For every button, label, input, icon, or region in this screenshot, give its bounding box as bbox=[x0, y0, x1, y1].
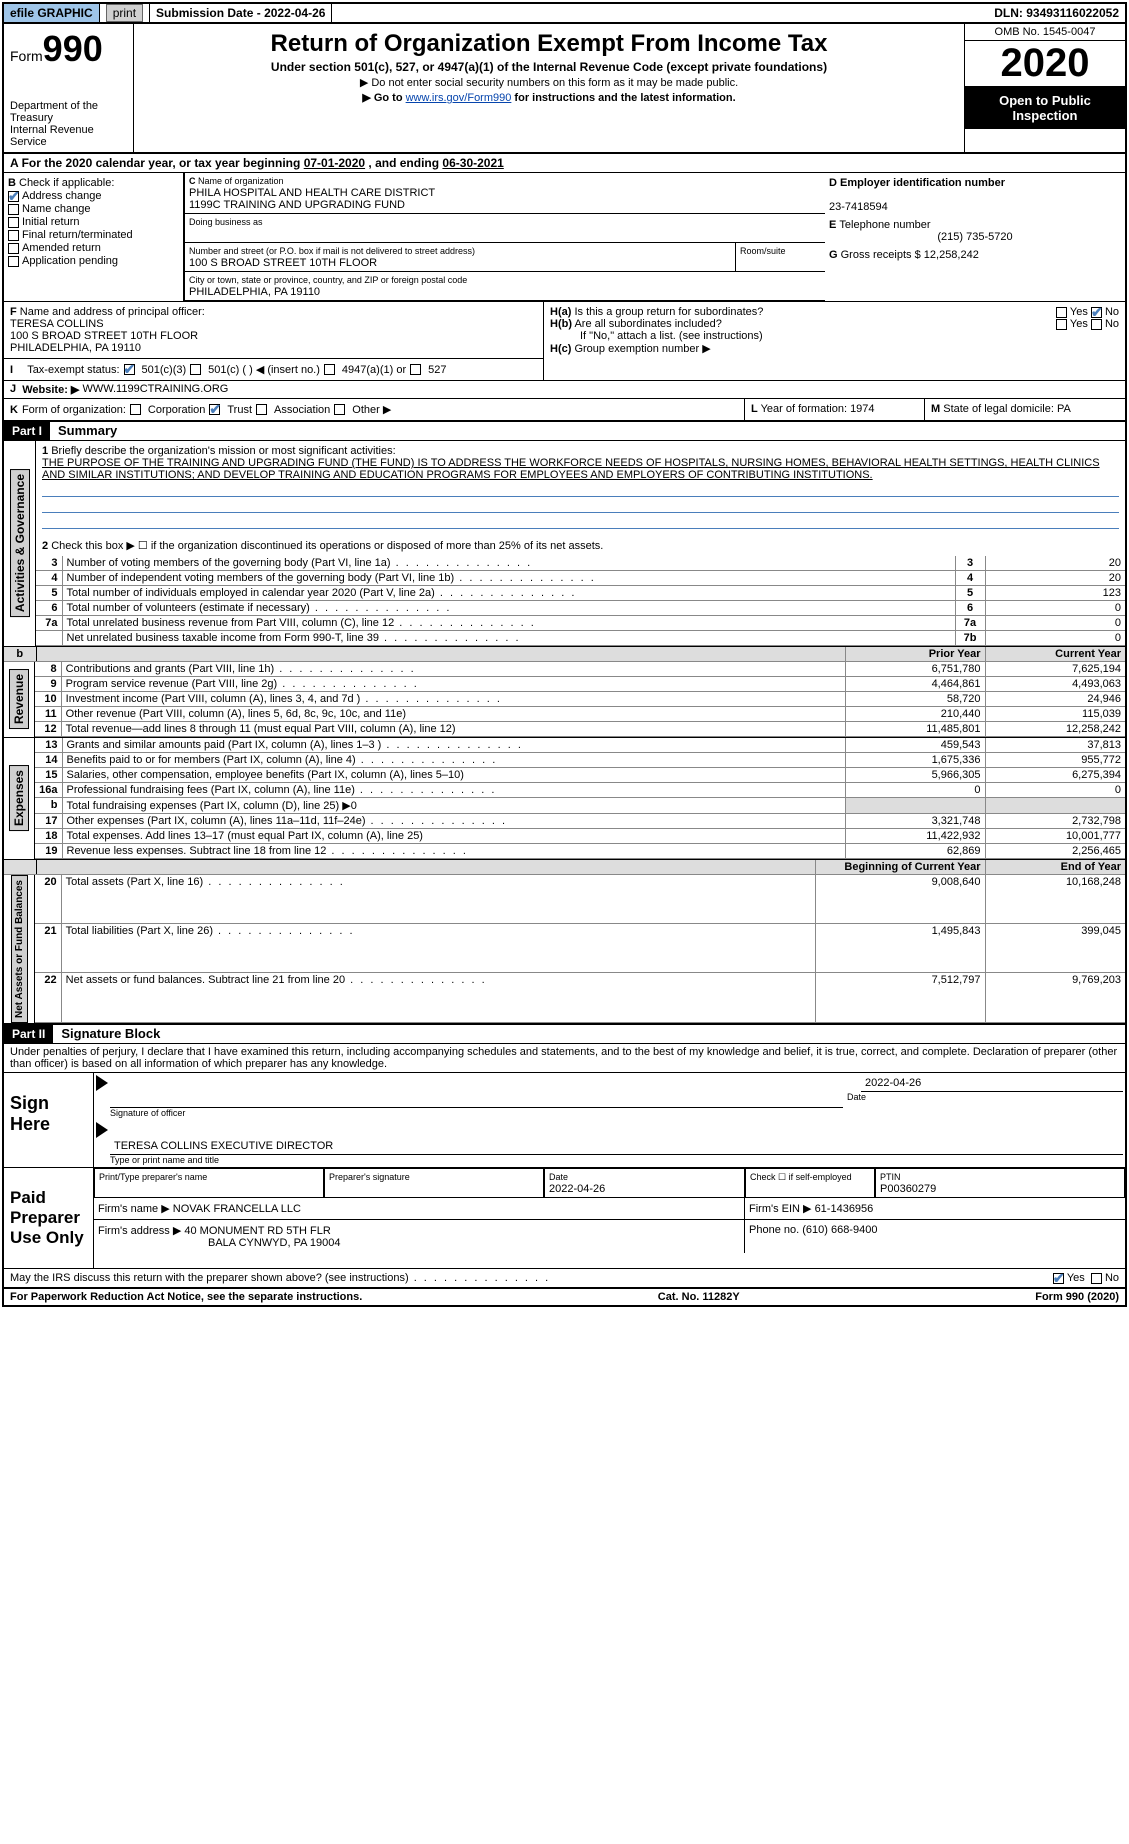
submission-date: Submission Date - 2022-04-26 bbox=[150, 4, 332, 22]
part2-header: Part IISignature Block bbox=[4, 1024, 1125, 1044]
ssn-warning: ▶ Do not enter social security numbers o… bbox=[140, 76, 958, 89]
chk-discuss-yes[interactable] bbox=[1053, 1273, 1064, 1284]
section-k-l-m: K Form of organization: Corporation Trus… bbox=[4, 399, 1125, 421]
chk-527[interactable] bbox=[410, 364, 421, 375]
vtab-revenue: Revenue bbox=[9, 669, 29, 729]
vtab-governance: Activities & Governance bbox=[10, 469, 30, 617]
chk-application-pending[interactable]: Application pending bbox=[8, 255, 179, 267]
form-subtitle: Under section 501(c), 527, or 4947(a)(1)… bbox=[140, 60, 958, 74]
footer: For Paperwork Reduction Act Notice, see … bbox=[4, 1288, 1125, 1305]
chk-other[interactable] bbox=[334, 404, 345, 415]
chk-name-change[interactable]: Name change bbox=[8, 203, 179, 215]
form-title: Return of Organization Exempt From Incom… bbox=[140, 30, 958, 58]
dept-treasury: Department of the Treasury Internal Reve… bbox=[10, 100, 127, 148]
form-number: 990 bbox=[43, 28, 103, 69]
revenue-table: 8Contributions and grants (Part VIII, li… bbox=[35, 662, 1125, 737]
tax-year: 2020 bbox=[965, 41, 1125, 87]
section-b-checkboxes: B Check if applicable: Address change Na… bbox=[4, 173, 184, 301]
form-label: Form bbox=[10, 48, 43, 64]
entity-block: B Check if applicable: Address change Na… bbox=[4, 173, 1125, 302]
section-c-org: C Name of organization PHILA HOSPITAL AN… bbox=[184, 173, 825, 301]
vtab-expenses: Expenses bbox=[9, 765, 29, 831]
section-d-e-g: D Employer identification number23-74185… bbox=[825, 173, 1125, 301]
activities-governance: Activities & Governance 1 Briefly descri… bbox=[4, 441, 1125, 647]
chk-address-change[interactable]: Address change bbox=[8, 190, 179, 202]
discuss-row: May the IRS discuss this return with the… bbox=[4, 1269, 1125, 1288]
governance-table: 3Number of voting members of the governi… bbox=[36, 556, 1125, 646]
form-990-page: efile GRAPHIC print Submission Date - 20… bbox=[2, 2, 1127, 1307]
penalty-statement: Under penalties of perjury, I declare th… bbox=[4, 1044, 1125, 1073]
chk-assoc[interactable] bbox=[256, 404, 267, 415]
part1-header: Part ISummary bbox=[4, 421, 1125, 441]
chk-4947[interactable] bbox=[324, 364, 335, 375]
print-link[interactable]: print bbox=[100, 4, 150, 22]
section-a-taxyear: A For the 2020 calendar year, or tax yea… bbox=[4, 154, 1125, 173]
chk-trust[interactable] bbox=[209, 404, 220, 415]
paid-preparer-block: Paid Preparer Use Only Print/Type prepar… bbox=[4, 1168, 1125, 1269]
netassets-section: Net Assets or Fund Balances 20Total asse… bbox=[4, 875, 1125, 1024]
chk-501c3[interactable] bbox=[124, 364, 135, 375]
dln: DLN: 93493116022052 bbox=[988, 4, 1125, 22]
netassets-table: 20Total assets (Part X, line 16)9,008,64… bbox=[35, 875, 1125, 1023]
section-j-website: J Website: ▶ WWW.1199CTRAINING.ORG bbox=[4, 381, 1125, 399]
sign-here-block: Sign Here Signature of officer 2022-04-2… bbox=[4, 1073, 1125, 1168]
revenue-section: Revenue 8Contributions and grants (Part … bbox=[4, 662, 1125, 738]
chk-amended-return[interactable]: Amended return bbox=[8, 242, 179, 254]
form-header: Form990 Department of the Treasury Inter… bbox=[4, 24, 1125, 154]
expenses-table: 13Grants and similar amounts paid (Part … bbox=[35, 738, 1125, 859]
efile-tag: efile GRAPHIC bbox=[4, 4, 100, 22]
open-public: Open to Public Inspection bbox=[965, 87, 1125, 129]
section-f-h: F Name and address of principal officer:… bbox=[4, 302, 1125, 381]
omb-number: OMB No. 1545-0047 bbox=[965, 24, 1125, 41]
chk-501c[interactable] bbox=[190, 364, 201, 375]
instructions-link[interactable]: ▶ Go to www.irs.gov/Form990 for instruct… bbox=[140, 91, 958, 104]
chk-corp[interactable] bbox=[130, 404, 141, 415]
netassets-header: Beginning of Current YearEnd of Year bbox=[4, 860, 1125, 875]
section-i-tax-status: I Tax-exempt status: 501(c)(3) 501(c) ( … bbox=[10, 363, 537, 376]
top-bar: efile GRAPHIC print Submission Date - 20… bbox=[4, 4, 1125, 24]
expenses-section: Expenses 13Grants and similar amounts pa… bbox=[4, 738, 1125, 860]
chk-discuss-no[interactable] bbox=[1091, 1273, 1102, 1284]
chk-final-return[interactable]: Final return/terminated bbox=[8, 229, 179, 241]
financial-header: bPrior YearCurrent Year bbox=[4, 647, 1125, 662]
vtab-netassets: Net Assets or Fund Balances bbox=[11, 875, 28, 1023]
chk-initial-return[interactable]: Initial return bbox=[8, 216, 179, 228]
